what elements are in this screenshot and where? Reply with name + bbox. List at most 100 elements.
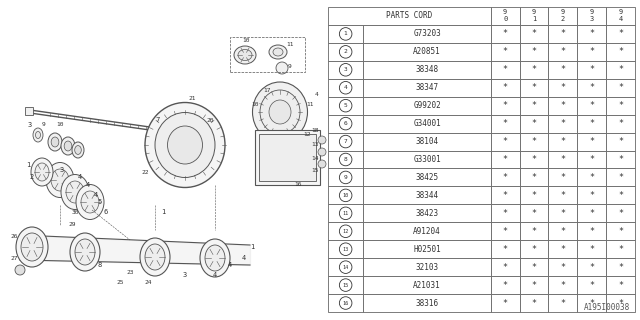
Circle shape: [339, 45, 352, 58]
Text: *: *: [589, 281, 594, 290]
Text: 29: 29: [68, 222, 76, 228]
Text: *: *: [618, 191, 623, 200]
Text: 7: 7: [344, 139, 348, 144]
Text: 15: 15: [311, 167, 319, 172]
Text: *: *: [502, 299, 508, 308]
Bar: [520, 61, 548, 79]
Text: *: *: [561, 47, 565, 56]
Text: *: *: [531, 245, 536, 254]
Text: *: *: [502, 119, 508, 128]
Ellipse shape: [269, 45, 287, 59]
Text: 13: 13: [311, 142, 319, 148]
Text: 1: 1: [26, 162, 30, 168]
Text: *: *: [502, 227, 508, 236]
Ellipse shape: [16, 227, 48, 267]
Bar: [328, 97, 364, 115]
Text: *: *: [531, 191, 536, 200]
Bar: [577, 276, 606, 294]
Bar: [25, 107, 33, 115]
Bar: [328, 132, 364, 150]
Text: 17: 17: [263, 87, 271, 92]
Text: 26: 26: [10, 235, 18, 239]
Circle shape: [339, 243, 352, 255]
Bar: [520, 7, 548, 25]
Text: 9
3: 9 3: [589, 10, 594, 22]
Ellipse shape: [168, 126, 202, 164]
Text: *: *: [531, 281, 536, 290]
Text: 21: 21: [188, 95, 196, 100]
Circle shape: [339, 117, 352, 130]
Text: G73203: G73203: [413, 29, 441, 38]
Text: *: *: [618, 227, 623, 236]
Text: *: *: [531, 137, 536, 146]
Bar: [577, 7, 606, 25]
Circle shape: [276, 62, 288, 74]
Ellipse shape: [31, 158, 53, 186]
Text: *: *: [618, 83, 623, 92]
Bar: [548, 276, 577, 294]
Text: *: *: [502, 245, 508, 254]
Bar: [364, 294, 491, 312]
Text: 5: 5: [98, 199, 102, 205]
Text: *: *: [589, 173, 594, 182]
Text: 23: 23: [126, 269, 134, 275]
Bar: [548, 115, 577, 132]
Text: 4: 4: [94, 192, 98, 198]
Text: *: *: [561, 209, 565, 218]
Circle shape: [339, 279, 352, 292]
Bar: [364, 97, 491, 115]
Text: *: *: [561, 245, 565, 254]
Bar: [548, 222, 577, 240]
Bar: [255, 130, 320, 185]
Text: *: *: [502, 65, 508, 74]
Text: *: *: [531, 227, 536, 236]
Text: *: *: [531, 209, 536, 218]
Bar: [491, 115, 520, 132]
Text: *: *: [618, 65, 623, 74]
Circle shape: [339, 100, 352, 112]
Text: 20: 20: [206, 117, 214, 123]
Text: *: *: [502, 155, 508, 164]
Bar: [548, 258, 577, 276]
Bar: [328, 25, 364, 43]
Circle shape: [15, 265, 25, 275]
Text: 12: 12: [303, 132, 311, 138]
Text: 4: 4: [228, 262, 232, 268]
Bar: [606, 150, 635, 168]
Text: *: *: [502, 47, 508, 56]
Bar: [491, 204, 520, 222]
Text: 9: 9: [288, 65, 292, 69]
Text: *: *: [561, 29, 565, 38]
Ellipse shape: [234, 46, 256, 64]
Ellipse shape: [61, 174, 89, 210]
Bar: [577, 25, 606, 43]
Bar: [577, 240, 606, 258]
Text: 11: 11: [307, 102, 314, 108]
Text: A91204: A91204: [413, 227, 441, 236]
Text: 38104: 38104: [415, 137, 438, 146]
Text: 8: 8: [344, 157, 348, 162]
Text: 3: 3: [183, 272, 187, 278]
Text: 14: 14: [311, 156, 319, 161]
Text: *: *: [531, 65, 536, 74]
Ellipse shape: [64, 141, 72, 151]
Text: 4: 4: [344, 85, 348, 90]
Bar: [491, 61, 520, 79]
Bar: [491, 294, 520, 312]
Bar: [606, 204, 635, 222]
Text: *: *: [618, 47, 623, 56]
Bar: [606, 61, 635, 79]
Text: 7: 7: [156, 117, 160, 123]
Bar: [548, 294, 577, 312]
Circle shape: [339, 135, 352, 148]
Text: *: *: [502, 209, 508, 218]
Text: 15: 15: [342, 283, 349, 288]
Text: 9
2: 9 2: [561, 10, 565, 22]
Ellipse shape: [70, 233, 100, 271]
Bar: [520, 294, 548, 312]
Bar: [548, 43, 577, 61]
Ellipse shape: [253, 82, 307, 142]
Bar: [520, 132, 548, 150]
Bar: [577, 294, 606, 312]
Text: *: *: [502, 191, 508, 200]
